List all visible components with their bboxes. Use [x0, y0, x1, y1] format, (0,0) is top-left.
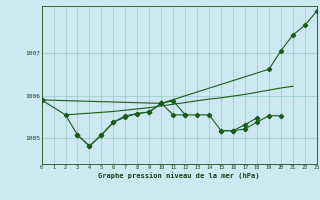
X-axis label: Graphe pression niveau de la mer (hPa): Graphe pression niveau de la mer (hPa) [99, 172, 260, 179]
